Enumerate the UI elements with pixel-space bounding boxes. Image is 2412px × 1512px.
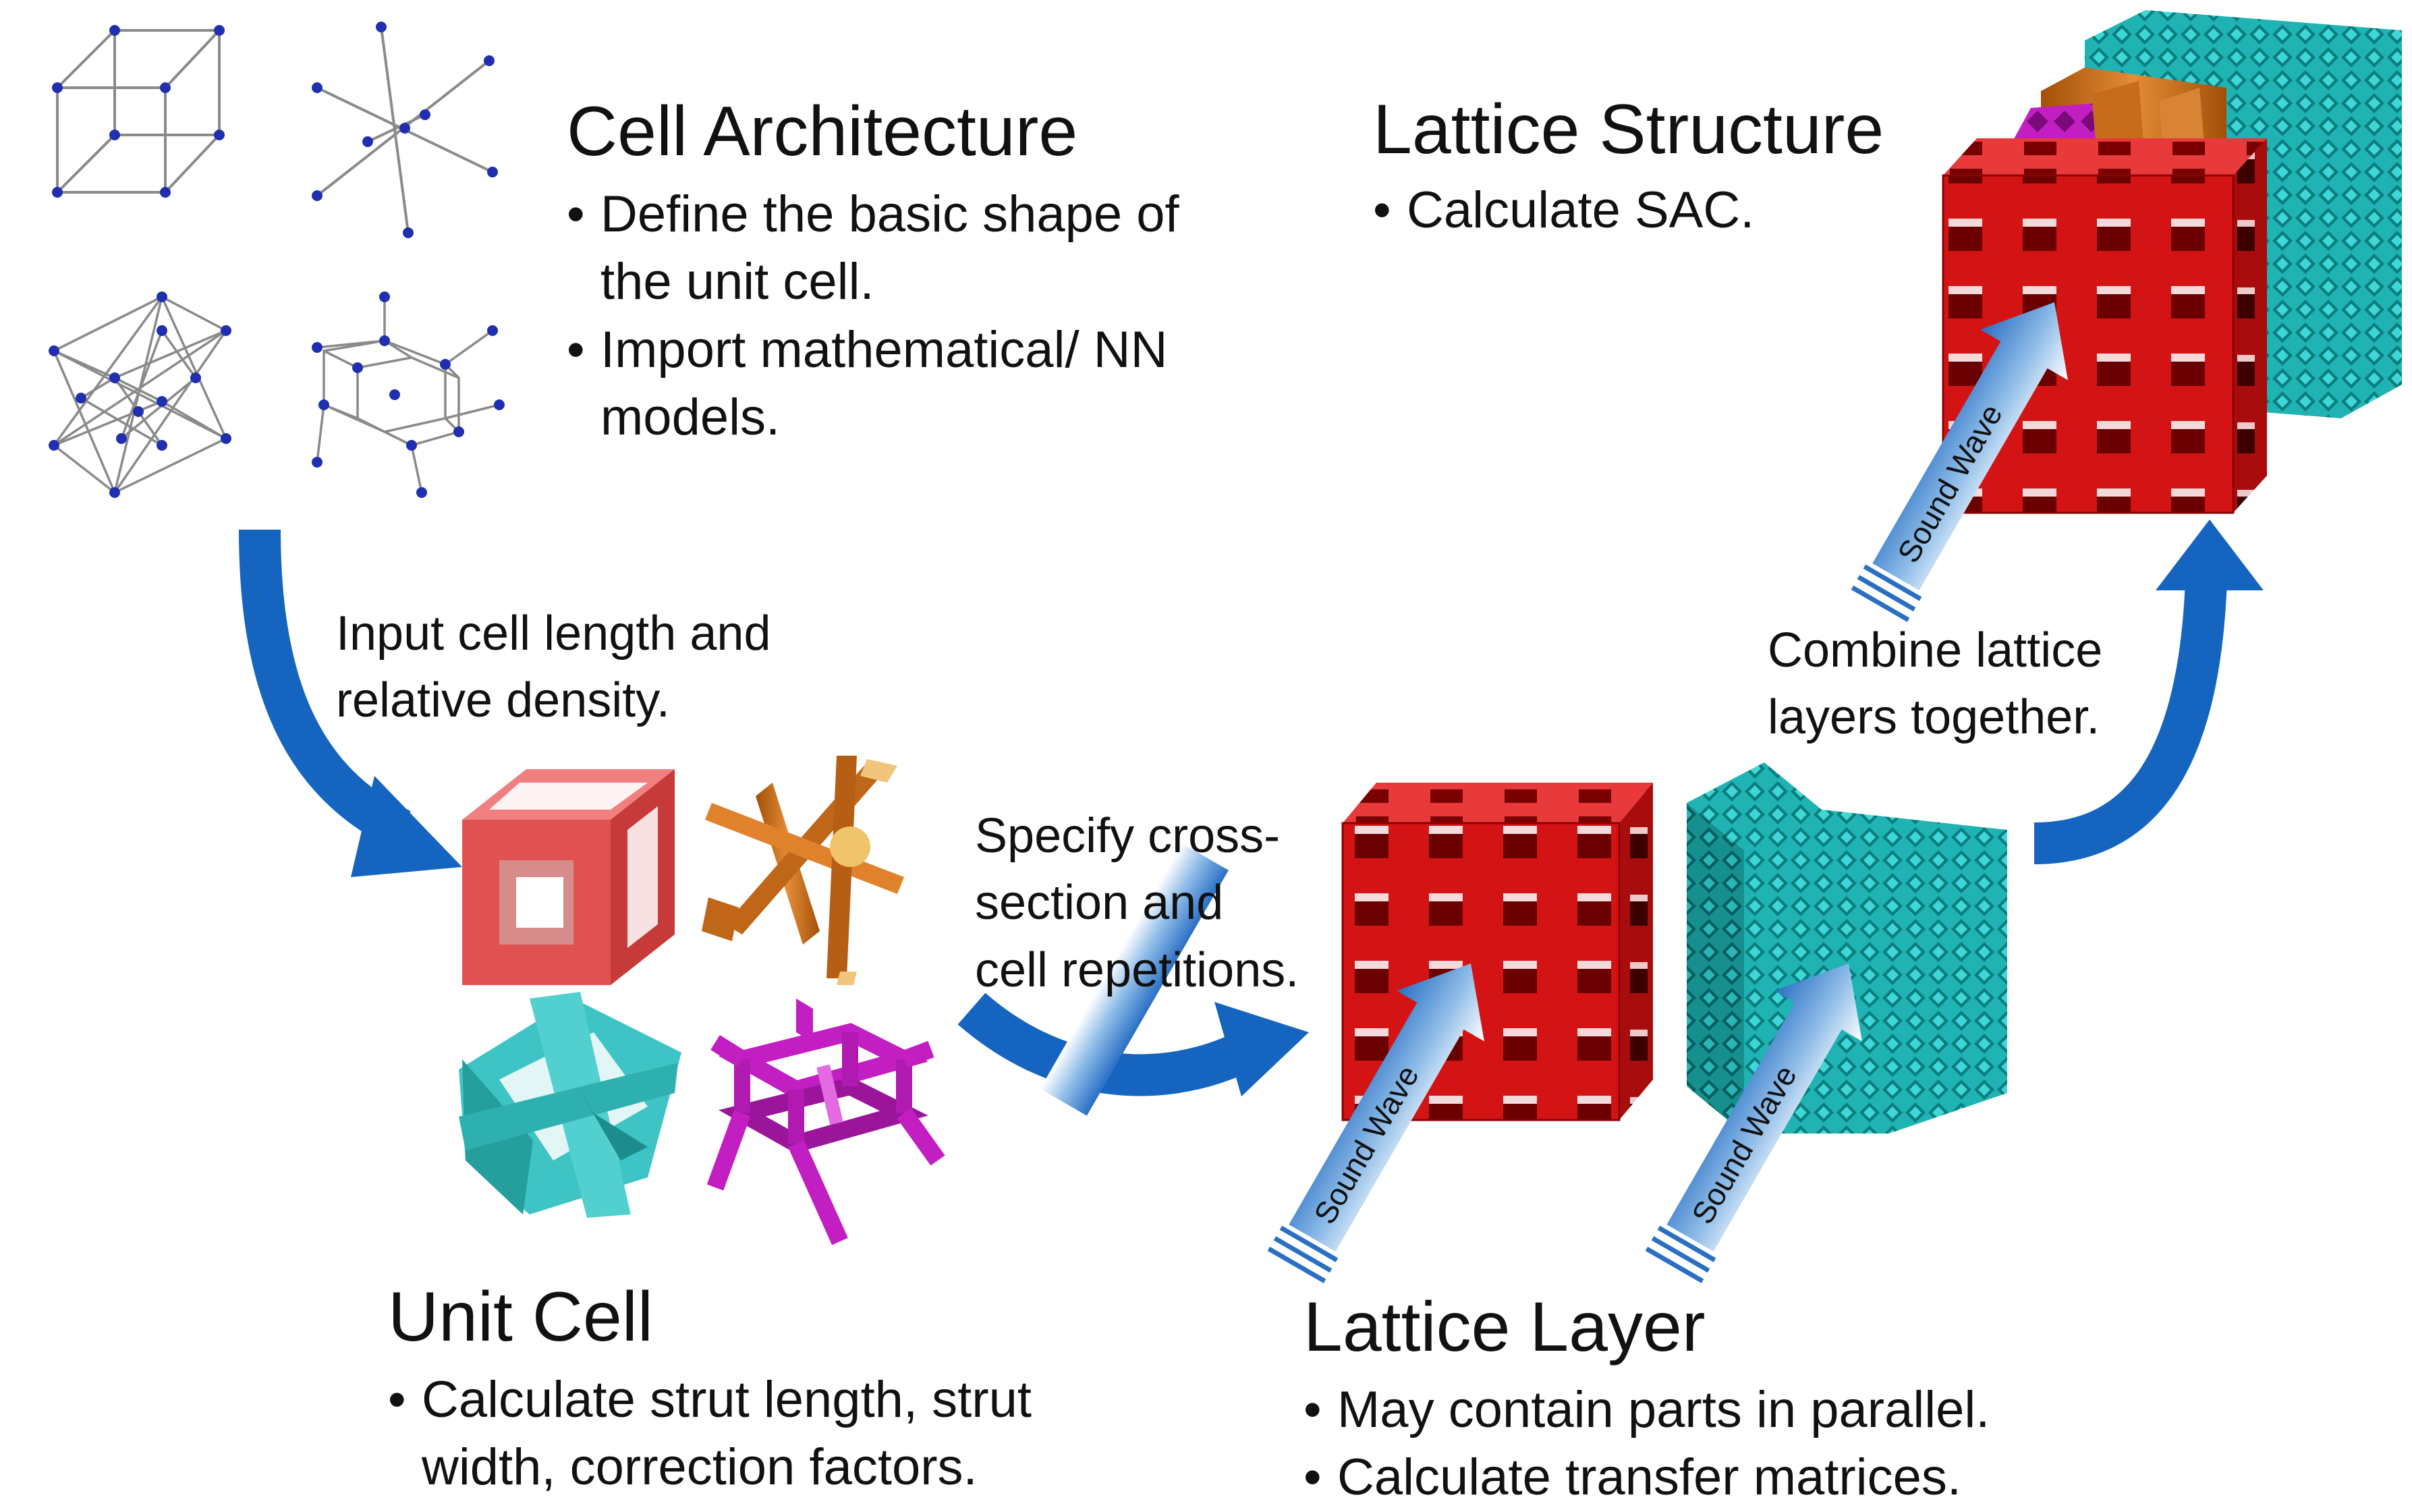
transition-arch-to-cell-line-2: relative density.: [336, 673, 670, 728]
transition-cell-to-layer-line-2: section and: [975, 876, 1224, 930]
lattice-layer-bullet-1: May contain parts in parallel.: [1303, 1376, 1990, 1445]
wireframe-star-nodes: [312, 22, 498, 238]
cell-architecture-bullet-2: Import mathematical/ NN models.: [567, 316, 1179, 452]
unit-cell-octet: [459, 992, 681, 1218]
transition-cell-to-layer-line-3: cell repetitions.: [975, 943, 1299, 997]
unit-cell-title: Unit Cell: [388, 1278, 653, 1356]
wireframe-diamond-nodes: [312, 291, 505, 498]
lattice-layer-title: Lattice Layer: [1303, 1288, 1706, 1366]
arrow-layer-to-structure: [2034, 520, 2264, 864]
unit-cell-diamond: [706, 999, 945, 1245]
lattice-layer-teal: [1687, 762, 2007, 1133]
unit-cell-bullets: Calculate strut length, strut width, cor…: [388, 1366, 1032, 1502]
unit-cell-bullet-1: Calculate strut length, strut width, cor…: [388, 1366, 1032, 1502]
cell-architecture-bullets: Define the basic shape of the unit cell.…: [567, 181, 1179, 451]
lattice-structure-bullet-1: Calculate SAC.: [1373, 177, 1754, 245]
transition-cell-to-layer-line-1: Specify cross-: [975, 809, 1281, 863]
unit-cell-star: [702, 756, 904, 985]
lattice-structure-bullets: Calculate SAC.: [1373, 177, 1754, 245]
transition-cell-to-layer: Specify cross- section and cell repetiti…: [975, 803, 1299, 1004]
unit-cell-simple-cubic: [462, 769, 675, 985]
lattice-structure-title: Lattice Structure: [1373, 90, 1884, 169]
transition-arch-to-cell-line-1: Input cell length and: [336, 607, 771, 661]
wireframe-simple-cubic-nodes: [52, 25, 225, 198]
wireframe-octet-nodes: [49, 291, 231, 498]
transition-layer-to-structure: Combine lattice layers together.: [1768, 617, 2102, 752]
cell-architecture-title: Cell Architecture: [567, 92, 1078, 171]
lattice-structure: [1942, 10, 2402, 514]
lattice-layer-bullets: May contain parts in parallel. Calculate…: [1303, 1376, 1990, 1512]
transition-layer-to-structure-line-1: Combine lattice: [1768, 623, 2103, 677]
lattice-layer-bullet-2: Calculate transfer matrices.: [1303, 1444, 1990, 1512]
transition-arch-to-cell: Input cell length and relative density.: [336, 600, 770, 735]
wireframe-simple-cubic: [56, 29, 221, 194]
wireframe-diamond: [316, 297, 500, 493]
transition-layer-to-structure-line-2: layers together.: [1768, 690, 2100, 745]
cell-architecture-bullet-1: Define the basic shape of the unit cell.: [567, 181, 1179, 316]
arrow-arch-to-cell: [239, 529, 462, 877]
